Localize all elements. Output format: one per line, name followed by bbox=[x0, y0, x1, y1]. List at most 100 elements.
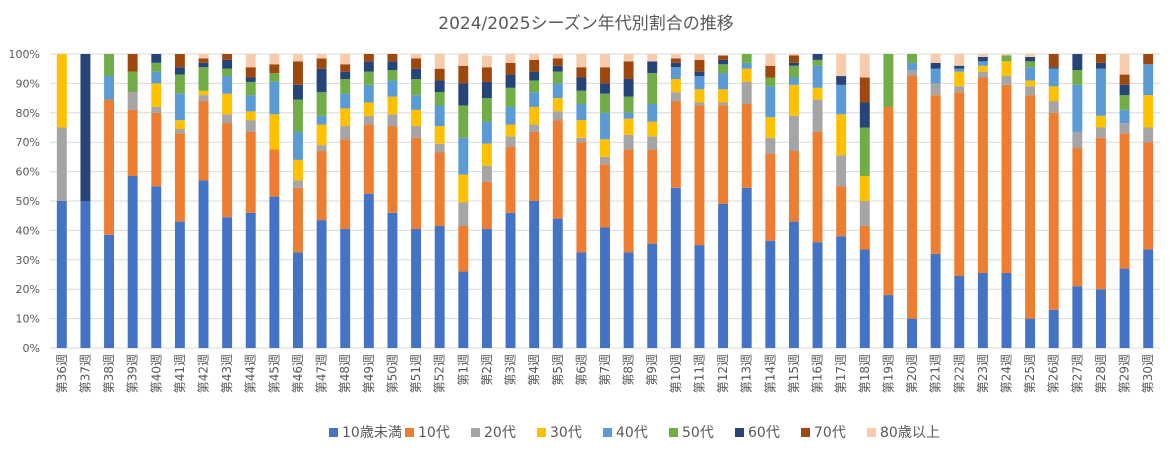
bar-segment bbox=[411, 78, 422, 96]
bar-segment bbox=[434, 68, 445, 81]
bar-segment bbox=[765, 153, 776, 241]
bar-stack bbox=[600, 54, 610, 348]
bar-segment bbox=[836, 236, 847, 348]
bar-segment bbox=[340, 139, 351, 229]
bar-segment bbox=[1025, 67, 1036, 81]
bar-segment bbox=[127, 109, 138, 177]
bar-segment bbox=[293, 54, 303, 62]
bar-segment bbox=[812, 65, 823, 88]
bar-segment bbox=[269, 81, 280, 115]
bar-segment bbox=[151, 112, 162, 187]
x-tick-label: 第10週 bbox=[669, 354, 683, 393]
bar-segment bbox=[1119, 133, 1130, 269]
x-tick-label: 第51週 bbox=[409, 354, 423, 393]
bar-segment bbox=[765, 117, 776, 138]
y-tick-label: 40% bbox=[16, 224, 40, 237]
bar-segment bbox=[198, 58, 209, 63]
x-tick-label: 第7週 bbox=[598, 354, 612, 386]
bar-segment bbox=[552, 120, 563, 219]
bar-segment bbox=[1095, 137, 1106, 290]
bar-segment bbox=[812, 242, 823, 348]
bar-stack bbox=[340, 54, 351, 348]
legend-swatch bbox=[669, 428, 678, 437]
bar-segment bbox=[718, 105, 729, 204]
bar-segment bbox=[670, 187, 681, 348]
bar-segment bbox=[1025, 86, 1036, 96]
bar-segment bbox=[670, 101, 681, 188]
bar-segment bbox=[481, 98, 492, 122]
x-tick-label: 第21週 bbox=[929, 354, 943, 393]
bar-segment bbox=[363, 54, 374, 62]
bar-segment bbox=[245, 131, 256, 213]
x-tick-label: 第47週 bbox=[315, 354, 329, 393]
bar-segment bbox=[552, 218, 563, 348]
bar-segment bbox=[340, 54, 351, 65]
bar-stack bbox=[104, 54, 115, 348]
bar-segment bbox=[1119, 268, 1130, 348]
bar-segment bbox=[293, 180, 303, 188]
bar-segment bbox=[1048, 67, 1059, 69]
bar-segment bbox=[481, 67, 492, 82]
bar-stack bbox=[245, 54, 256, 348]
bar-stack bbox=[788, 54, 799, 348]
bar-segment bbox=[529, 124, 540, 132]
bar-segment bbox=[411, 137, 422, 229]
bar-segment bbox=[505, 54, 516, 63]
bar-segment bbox=[954, 92, 965, 276]
x-tick-label: 第4週 bbox=[527, 354, 541, 386]
bar-segment bbox=[1119, 95, 1130, 110]
bar-segment bbox=[434, 80, 445, 93]
bar-segment bbox=[1025, 61, 1036, 68]
legend-item: 80歳以上 bbox=[867, 425, 940, 441]
bar-segment bbox=[552, 83, 563, 99]
bar-segment bbox=[151, 106, 162, 113]
bar-segment bbox=[788, 62, 799, 66]
bar-segment bbox=[1001, 54, 1012, 56]
legend-swatch bbox=[329, 428, 338, 437]
bar-stack bbox=[930, 54, 941, 348]
bar-segment bbox=[859, 102, 870, 128]
bar-segment bbox=[600, 139, 610, 157]
bar-segment bbox=[954, 275, 965, 348]
bar-segment bbox=[481, 55, 492, 68]
bar-segment bbox=[576, 90, 587, 104]
bar-segment bbox=[529, 54, 540, 60]
bar-segment bbox=[269, 149, 280, 197]
bar-segment bbox=[340, 64, 351, 72]
legend-label: 10代 bbox=[418, 425, 450, 441]
bar-segment bbox=[718, 102, 729, 106]
bar-segment bbox=[434, 225, 445, 348]
bar-segment bbox=[363, 84, 374, 103]
x-tick-label: 第48週 bbox=[338, 354, 352, 393]
bar-segment bbox=[859, 127, 870, 177]
bar-segment bbox=[718, 64, 729, 74]
bar-segment bbox=[741, 103, 752, 188]
bar-segment bbox=[245, 81, 256, 96]
x-tick-label: 第38週 bbox=[102, 354, 116, 393]
bar-segment bbox=[269, 73, 280, 82]
bar-segment bbox=[741, 54, 752, 63]
bar-segment bbox=[363, 61, 374, 72]
bar-stack bbox=[222, 54, 233, 348]
bar-segment bbox=[765, 65, 776, 78]
bar-stack bbox=[411, 54, 422, 348]
bar-stack bbox=[623, 54, 634, 348]
bar-stack bbox=[977, 54, 988, 348]
bar-segment bbox=[859, 176, 870, 201]
bar-stack bbox=[907, 54, 917, 348]
bar-stack bbox=[718, 55, 729, 348]
legend-item: 50代 bbox=[669, 425, 714, 441]
bar-segment bbox=[836, 84, 847, 115]
bar-segment bbox=[647, 61, 658, 74]
bar-segment bbox=[127, 54, 138, 72]
bar-segment bbox=[222, 59, 233, 69]
bar-segment bbox=[222, 68, 233, 77]
bar-segment bbox=[1072, 131, 1083, 149]
x-tick-label: 第8週 bbox=[622, 354, 636, 386]
bar-segment bbox=[812, 131, 823, 243]
bar-segment bbox=[977, 71, 988, 78]
x-tick-label: 第45週 bbox=[267, 354, 281, 393]
bar-segment bbox=[623, 112, 634, 119]
bar-segment bbox=[151, 54, 162, 63]
